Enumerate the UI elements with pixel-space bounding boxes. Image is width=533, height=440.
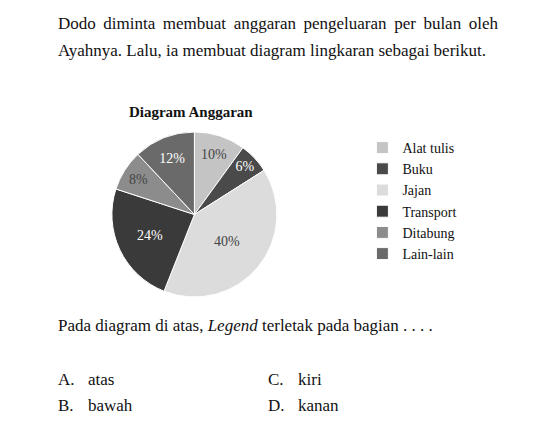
html-text:Dodo diminta membuat anggaran: Dodo diminta membuat anggaran pengeluara… xyxy=(58,14,498,60)
html-text:A.: A. xyxy=(58,370,75,389)
html-text:atas: atas xyxy=(88,370,115,389)
svg-text:10%: 10% xyxy=(201,147,227,162)
svg-text:40%: 40% xyxy=(214,234,240,249)
html-text:kiri: kiri xyxy=(298,370,322,389)
html-text:bawah: bawah xyxy=(88,396,133,415)
svg-text:6%: 6% xyxy=(236,159,255,174)
html-text:kanan: kanan xyxy=(298,396,339,415)
svg-text:Ditabung: Ditabung xyxy=(402,226,454,241)
svg-text:Lain-lain: Lain-lain xyxy=(402,247,453,262)
html-text:C.: C. xyxy=(268,370,284,389)
svg-text:Transport: Transport xyxy=(402,205,456,220)
svg-text:Jajan: Jajan xyxy=(402,183,431,198)
svg-text:Diagram Anggaran: Diagram Anggaran xyxy=(129,104,253,120)
svg-text:12%: 12% xyxy=(159,151,185,166)
svg-text:Buku: Buku xyxy=(402,162,432,177)
html-text:B.: B. xyxy=(58,396,74,415)
html-text:Pada diagram di atas, Legend t: Pada diagram di atas, Legend terletak pa… xyxy=(58,316,433,335)
svg-text:24%: 24% xyxy=(137,228,163,243)
svg-text:8%: 8% xyxy=(129,172,148,187)
html-text:D.: D. xyxy=(268,396,285,415)
svg-text:Alat tulis: Alat tulis xyxy=(402,141,454,156)
